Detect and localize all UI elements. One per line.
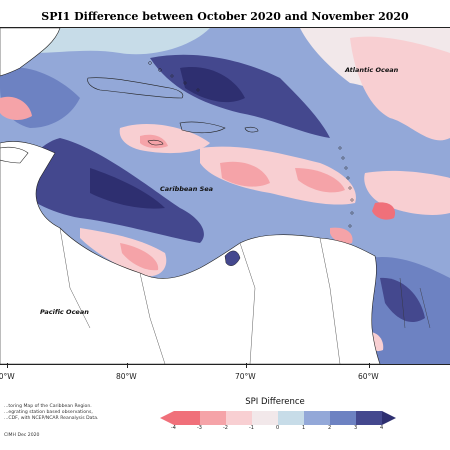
lon-label-90w: 90°W <box>0 372 15 381</box>
land-yucatan <box>0 146 29 164</box>
spi-zone-trinidad-red <box>330 227 353 244</box>
legend-colorbar <box>160 411 396 425</box>
legend-tick-label: 4 <box>380 425 384 431</box>
lon-label-60w: 60°W <box>358 372 379 381</box>
footnote-credit: CIMH Dec 2020 <box>4 433 40 438</box>
legend-swatch-6 <box>304 411 330 425</box>
spi-zone-panama-red <box>120 243 159 271</box>
lon-tick-70w <box>246 363 247 368</box>
legend-tick-label: -3 <box>197 425 202 431</box>
lon-tick-90w <box>7 363 8 368</box>
land-lesser-antilles <box>338 146 354 228</box>
spi-zone-east-red <box>295 168 345 193</box>
legend-title: SPI Difference <box>245 397 305 407</box>
spi-zone-caribbean-pink <box>200 146 356 205</box>
land-hispaniola <box>179 121 226 134</box>
legend-swatch-1 <box>174 411 200 425</box>
map-title: SPI1 Difference between October 2020 and… <box>41 10 409 23</box>
legend-tick-label: 2 <box>328 425 332 431</box>
spi-zone-southeast-dark <box>380 277 425 323</box>
legend-arrow-right <box>382 411 396 425</box>
lon-label-80w: 80°W <box>116 372 137 381</box>
label-atlantic-ocean: Atlantic Ocean <box>345 66 399 74</box>
legend-swatch-5 <box>278 411 304 425</box>
legend-swatch-2 <box>200 411 226 425</box>
spi-zone-caribbean-red <box>220 161 270 187</box>
spi-zone-west-pink <box>0 96 32 120</box>
legend-swatch-7 <box>330 411 356 425</box>
legend-tick-label: -2 <box>223 425 228 431</box>
country-borders <box>59 227 431 364</box>
legend-arrow-left <box>160 411 174 425</box>
lon-tick-60w <box>369 363 370 368</box>
legend-swatch-8 <box>356 411 382 425</box>
lon-label-70w: 70°W <box>235 372 256 381</box>
footnote-line-3: ...CDF, with NCEP/NCAR Reanalysis Data. <box>4 416 99 421</box>
land-cuba <box>87 77 184 99</box>
map-canvas: Atlantic Ocean Caribbean Sea Pacific Oce… <box>0 27 450 365</box>
land-central-south-america <box>0 141 381 364</box>
spi-zone-west-navy <box>90 168 165 209</box>
land-bahamas <box>148 61 200 92</box>
legend-tick-label: 0 <box>276 425 280 431</box>
spi-map <box>0 28 450 364</box>
legend-tick-label: 1 <box>302 425 306 431</box>
legend-swatch-3 <box>226 411 252 425</box>
land-puerto-rico <box>244 126 259 133</box>
label-pacific-ocean: Pacific Ocean <box>40 308 89 316</box>
spi-zone-hispaniola-pink <box>119 123 210 154</box>
legend-tick-label: -4 <box>171 425 176 431</box>
legend-tick-label: 3 <box>354 425 358 431</box>
footnote-line-1: ...toring Map of the Caribbean Region. <box>4 404 92 409</box>
footnote-line-2: ...egrating station based observations, <box>4 410 93 415</box>
legend-tick-label: -1 <box>249 425 254 431</box>
lon-tick-80w <box>127 363 128 368</box>
land-north-america <box>0 28 61 77</box>
spi-zone-ne-pink <box>350 36 450 141</box>
spi-zone-central-navy <box>180 67 245 103</box>
land-jamaica <box>147 139 164 146</box>
label-caribbean-sea: Caribbean Sea <box>160 185 214 193</box>
spi-zone-atlantic-deep-red <box>372 202 396 220</box>
land-maracaibo <box>224 250 241 266</box>
legend-swatch-4 <box>252 411 278 425</box>
